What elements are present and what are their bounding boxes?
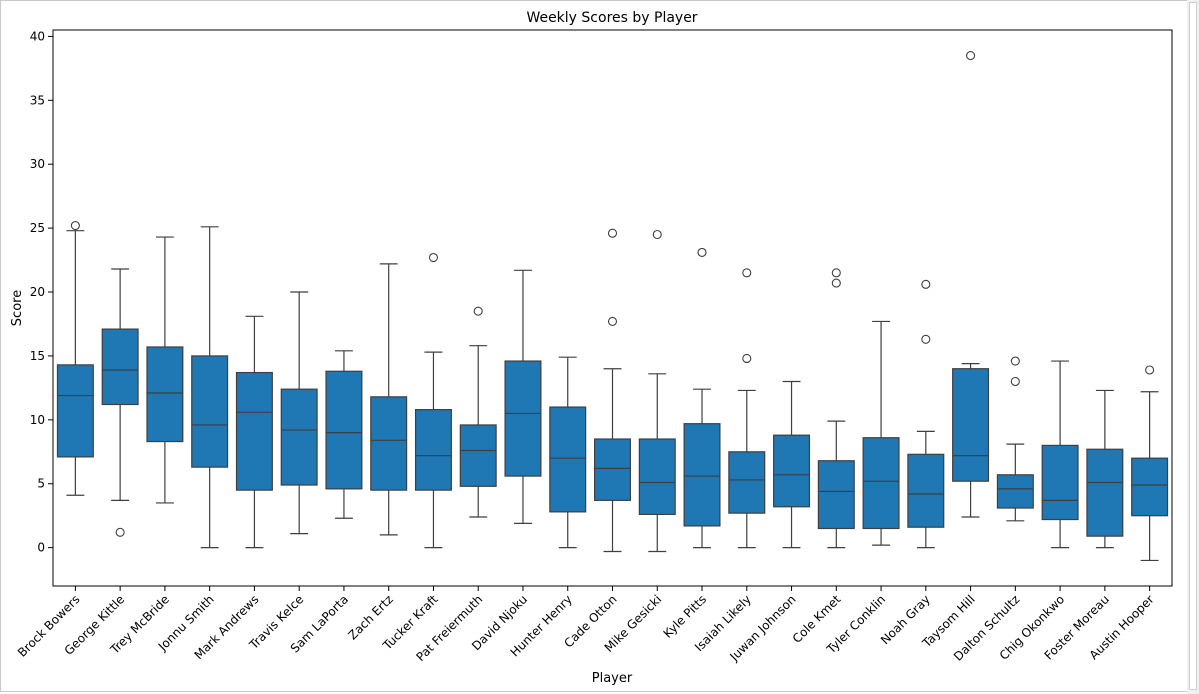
iqr-box xyxy=(370,396,408,491)
box-22 xyxy=(996,356,1034,522)
iqr-box xyxy=(996,474,1034,509)
y-axis-label: Score xyxy=(10,290,25,326)
box-8 xyxy=(370,263,408,536)
iqr-box xyxy=(952,368,990,482)
iqr-box xyxy=(325,370,363,490)
y-tick-label: 0 xyxy=(37,541,45,555)
outlier-point xyxy=(742,268,752,278)
box-17 xyxy=(773,380,811,549)
outlier-point xyxy=(742,353,752,364)
outlier-point xyxy=(697,247,707,257)
box-23 xyxy=(1041,360,1079,549)
iqr-box xyxy=(549,406,587,513)
iqr-box xyxy=(191,355,229,468)
outlier-point xyxy=(831,278,841,288)
outlier-point xyxy=(1010,356,1020,366)
y-tick-label: 25 xyxy=(30,221,45,235)
box-5 xyxy=(235,315,273,549)
outlier-point xyxy=(115,527,125,537)
outlier-point xyxy=(966,51,976,61)
box-12 xyxy=(549,356,587,549)
outlier-point xyxy=(428,252,439,263)
x-axis-label: Player xyxy=(592,671,633,686)
box-25 xyxy=(1131,365,1169,562)
outlier-point xyxy=(607,228,618,238)
outlier-point xyxy=(473,306,483,316)
iqr-box xyxy=(728,451,766,514)
iqr-box xyxy=(1041,444,1079,521)
box-10 xyxy=(459,306,497,518)
box-18 xyxy=(817,268,855,549)
iqr-box xyxy=(504,360,542,477)
iqr-box xyxy=(1086,448,1124,537)
outlier-point xyxy=(607,316,618,326)
iqr-box xyxy=(1131,457,1169,517)
box-16 xyxy=(728,268,766,549)
plot-frame xyxy=(52,29,1173,587)
iqr-box xyxy=(773,434,811,508)
box-9 xyxy=(414,252,452,549)
iqr-box xyxy=(146,346,184,443)
outlier-point xyxy=(831,268,841,278)
box-6 xyxy=(280,291,318,535)
y-tick-label: 10 xyxy=(30,413,45,427)
iqr-box xyxy=(414,409,452,491)
iqr-box xyxy=(280,388,318,486)
y-tick-label: 20 xyxy=(30,285,45,299)
box-20 xyxy=(907,279,945,549)
box-7 xyxy=(325,350,363,519)
iqr-box xyxy=(638,438,676,516)
box-3 xyxy=(146,236,184,504)
box-2 xyxy=(101,268,139,537)
box-21 xyxy=(952,51,990,518)
iqr-box xyxy=(862,437,900,530)
box-4 xyxy=(191,226,229,549)
box-15 xyxy=(683,247,721,549)
iqr-box xyxy=(235,371,273,491)
scrollbar-thumb[interactable] xyxy=(1189,2,1197,690)
outlier-point xyxy=(1010,376,1020,387)
box-24 xyxy=(1086,389,1124,549)
chart-title: Weekly Scores by Player xyxy=(526,10,697,26)
outlier-point xyxy=(70,221,80,231)
y-tick-label: 35 xyxy=(30,93,45,107)
y-tick-label: 5 xyxy=(37,477,45,491)
outlier-point xyxy=(921,334,931,344)
iqr-box xyxy=(101,328,139,406)
iqr-box xyxy=(56,364,94,458)
iqr-box xyxy=(683,423,721,527)
iqr-box xyxy=(459,424,497,487)
outlier-point xyxy=(652,229,662,240)
outlier-point xyxy=(921,279,931,289)
box-11 xyxy=(504,269,542,524)
y-tick-label: 40 xyxy=(30,29,45,43)
outlier-point xyxy=(1145,365,1155,375)
y-tick-label: 15 xyxy=(30,349,45,363)
iqr-box xyxy=(907,453,945,528)
box-14 xyxy=(638,229,676,553)
box-1 xyxy=(56,221,94,496)
iqr-box xyxy=(593,438,632,501)
iqr-box xyxy=(817,460,855,530)
box-13 xyxy=(593,228,632,553)
vertical-scrollbar[interactable] xyxy=(1187,0,1199,694)
box-19 xyxy=(862,320,900,546)
y-tick-label: 30 xyxy=(30,157,45,171)
